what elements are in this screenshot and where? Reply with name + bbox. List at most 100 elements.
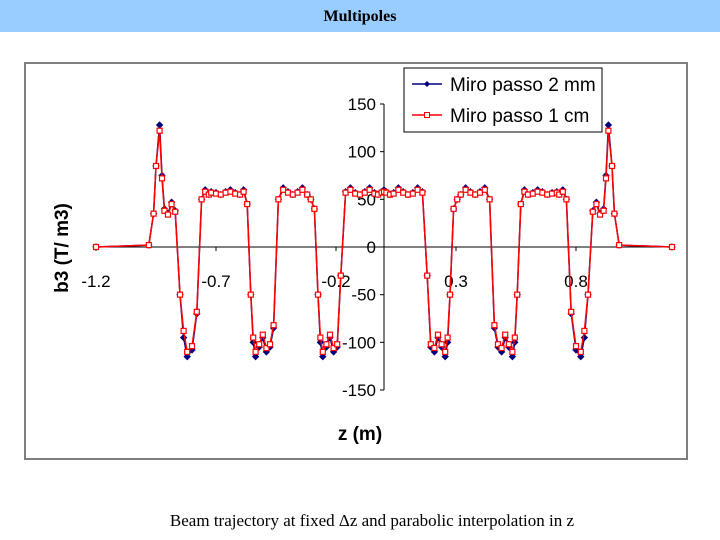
series-2-point [584,291,592,298]
y-tick-label: -150 [342,381,376,400]
series-2-point [438,341,445,348]
series-2-point [150,210,157,217]
series-2-point [323,341,330,348]
series-2-point [494,341,502,348]
series-2-point [240,188,247,195]
series-2-point [145,241,152,249]
series-2-point [446,291,454,298]
series-2-point [511,334,518,341]
series-2-point [589,208,596,215]
series-1-point [319,352,327,361]
series-2-point [596,211,604,218]
series-2-point [486,196,493,203]
series-2-point [450,205,457,212]
series-2-point [514,291,521,298]
series-2-point [250,334,257,341]
series-2-point [608,162,616,170]
x-axis-title: z (m) [338,424,382,445]
series-2-point [311,205,318,212]
x-tick-label: -1.2 [81,272,110,291]
legend-label-1: Miro passo 2 mm [450,75,596,96]
series-1-point [508,352,517,361]
series-2-point [444,334,451,341]
x-tick-label: -0.7 [201,272,230,291]
series-2-point [247,291,254,298]
series-2-point [517,201,524,208]
series-1-point [251,352,260,361]
page-title: Multipoles [0,0,720,32]
legend-label-2: Miro passo 1 cm [450,106,589,127]
y-tick-label: 150 [348,95,376,114]
series-2-point [161,207,168,214]
series-2-point [304,191,311,198]
series-2-point [502,331,509,338]
series-2-point [563,196,570,203]
series-2-point [156,127,163,134]
series-2-point [337,272,344,279]
series-2-point [299,186,306,193]
series-1-point [577,352,585,361]
series-2-point [668,243,676,251]
y-tick-label: 0 [367,238,376,257]
series-2-point [498,344,505,352]
series-2-point [180,327,187,334]
series-2-point [442,348,449,355]
series-2-point [559,188,566,195]
series-2-point [481,186,488,193]
series-2-point [193,308,200,315]
caption: Beam trajectory at fixed Δz and paraboli… [169,511,575,530]
y-tick-label: -100 [342,333,376,352]
series-2-point [390,190,397,197]
series-2-point [602,175,610,182]
series-2-point [616,241,623,249]
chart-frame: 150 100 50 0 -50 -100 -150 -1.2 -0.7 -0.2 0.3 0.8 z … [24,62,688,460]
series-2-point [347,186,354,193]
legend-marker-2 [424,112,430,118]
series-2-point [409,190,416,197]
series-2-point [252,348,259,355]
series-2-point [244,201,251,208]
x-tick-label: -0.2 [321,272,350,291]
legend-box [403,67,603,133]
series-2-point [431,344,438,352]
series-2-point [168,201,175,208]
series-2-point [259,331,266,338]
series-2-point [256,341,263,348]
series-2-point [491,322,498,329]
series-2-point [319,348,326,355]
y-tick-label: -50 [351,286,376,305]
series-1-point [604,121,613,129]
series-2-point [577,348,584,355]
x-tick-label: 0.3 [444,272,468,291]
series-2-point [611,210,618,217]
series-2-point [572,343,580,350]
y-axis-title: b3 (T/ m3) [52,203,73,293]
series-2-point [605,127,612,134]
series-1-point [441,352,449,361]
series-2-point [184,348,191,355]
series-2-point [172,208,179,215]
series-2-point [581,327,588,334]
series-2-point [152,162,160,170]
series-1-point [155,121,164,129]
series-2-point [419,189,426,196]
series-2-point [427,341,434,348]
series-1-point [183,352,191,361]
series-2-point [593,201,600,208]
series-2-point [334,341,341,348]
y-tick-label: 100 [348,143,376,162]
series-2-point [330,344,337,352]
series-2-point [198,196,205,203]
legend-marker-1 [424,81,430,87]
series-2-point [454,196,461,203]
series-2-point [263,344,270,352]
series-2-point [366,186,373,193]
series-2-point [266,341,274,348]
series-2-point [434,331,442,338]
series-2-point [505,341,512,348]
x-tick-label: 0.8 [564,272,588,291]
series-2-point [509,348,516,355]
series-2-point [424,272,431,279]
series-2-point [164,211,172,218]
